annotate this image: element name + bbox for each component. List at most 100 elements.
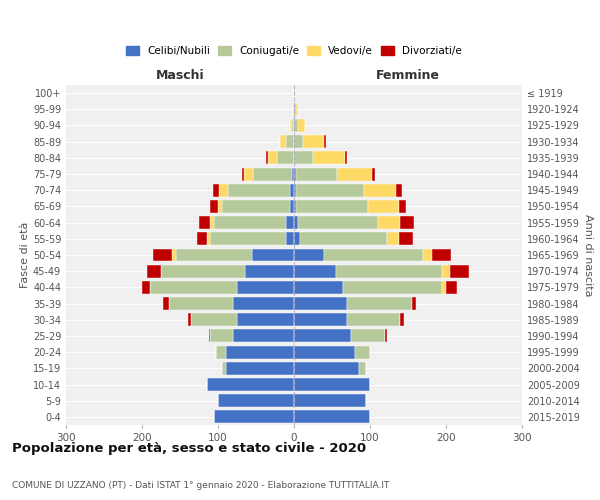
Bar xyxy=(400,314,404,326)
Bar xyxy=(290,200,294,213)
Bar xyxy=(396,184,402,196)
Bar xyxy=(296,200,368,213)
Bar xyxy=(347,297,412,310)
Text: COMUNE DI UZZANO (PT) - Dati ISTAT 1° gennaio 2020 - Elaborazione TUTTITALIA.IT: COMUNE DI UZZANO (PT) - Dati ISTAT 1° ge… xyxy=(12,481,389,490)
Bar xyxy=(359,362,366,375)
Bar xyxy=(237,281,294,294)
Bar xyxy=(355,346,370,358)
Bar xyxy=(368,200,399,213)
Bar xyxy=(412,297,416,310)
Text: Popolazione per età, sesso e stato civile - 2020: Popolazione per età, sesso e stato civil… xyxy=(12,442,366,455)
Bar xyxy=(292,168,294,180)
Bar xyxy=(233,330,294,342)
Bar xyxy=(197,232,206,245)
Bar xyxy=(325,248,423,262)
Bar xyxy=(294,168,296,180)
Bar xyxy=(293,103,294,116)
Bar xyxy=(294,330,351,342)
Bar xyxy=(277,152,294,164)
Bar xyxy=(296,168,337,180)
Bar xyxy=(218,394,294,407)
Bar xyxy=(169,297,233,310)
Bar xyxy=(294,184,296,196)
Bar xyxy=(442,264,450,278)
Bar xyxy=(294,264,336,278)
Bar xyxy=(245,264,294,278)
Text: Femmine: Femmine xyxy=(376,69,440,82)
Bar xyxy=(219,184,228,196)
Bar xyxy=(290,184,294,196)
Legend: Celibi/Nubili, Coniugati/e, Vedovi/e, Divorziati/e: Celibi/Nubili, Coniugati/e, Vedovi/e, Di… xyxy=(123,42,465,59)
Bar xyxy=(347,314,400,326)
Bar xyxy=(351,330,385,342)
Bar xyxy=(211,200,218,213)
Bar xyxy=(298,119,305,132)
Bar xyxy=(300,232,388,245)
Bar xyxy=(172,248,176,262)
Bar xyxy=(313,152,345,164)
Bar xyxy=(214,410,294,424)
Bar xyxy=(222,362,226,375)
Bar xyxy=(268,152,277,164)
Bar xyxy=(142,281,149,294)
Bar xyxy=(294,86,295,100)
Bar xyxy=(345,152,347,164)
Bar xyxy=(286,135,294,148)
Bar xyxy=(294,103,296,116)
Bar xyxy=(294,200,296,213)
Bar xyxy=(228,184,290,196)
Bar xyxy=(292,119,294,132)
Bar xyxy=(336,264,442,278)
Bar xyxy=(212,184,219,196)
Bar xyxy=(296,184,364,196)
Bar xyxy=(286,232,294,245)
Bar xyxy=(214,216,286,229)
Bar xyxy=(294,362,359,375)
Bar xyxy=(226,346,294,358)
Bar xyxy=(188,314,191,326)
Bar xyxy=(222,200,290,213)
Y-axis label: Fasce di età: Fasce di età xyxy=(20,222,30,288)
Bar xyxy=(294,216,298,229)
Bar xyxy=(325,135,326,148)
Bar xyxy=(294,394,366,407)
Bar xyxy=(423,248,433,262)
Bar xyxy=(211,216,214,229)
Bar xyxy=(296,103,298,116)
Bar xyxy=(294,119,298,132)
Bar xyxy=(252,248,294,262)
Bar xyxy=(233,297,294,310)
Bar xyxy=(294,135,303,148)
Bar xyxy=(377,216,400,229)
Bar xyxy=(163,297,169,310)
Bar xyxy=(303,135,325,148)
Bar xyxy=(294,346,355,358)
Bar xyxy=(211,232,286,245)
Bar xyxy=(242,168,244,180)
Bar xyxy=(446,281,457,294)
Bar xyxy=(161,264,245,278)
Bar xyxy=(206,378,294,391)
Bar xyxy=(294,378,370,391)
Bar xyxy=(154,248,172,262)
Bar xyxy=(226,362,294,375)
Bar xyxy=(286,216,294,229)
Bar xyxy=(244,168,253,180)
Bar xyxy=(385,330,387,342)
Bar xyxy=(218,200,222,213)
Bar xyxy=(399,232,413,245)
Bar xyxy=(266,152,268,164)
Bar xyxy=(294,232,300,245)
Bar xyxy=(237,314,294,326)
Bar xyxy=(211,330,233,342)
Bar xyxy=(400,216,414,229)
Bar xyxy=(149,281,237,294)
Bar xyxy=(433,248,451,262)
Bar xyxy=(298,216,377,229)
Bar xyxy=(253,168,292,180)
Bar xyxy=(290,119,292,132)
Bar xyxy=(337,168,371,180)
Bar xyxy=(280,135,286,148)
Bar xyxy=(199,216,211,229)
Bar xyxy=(206,232,211,245)
